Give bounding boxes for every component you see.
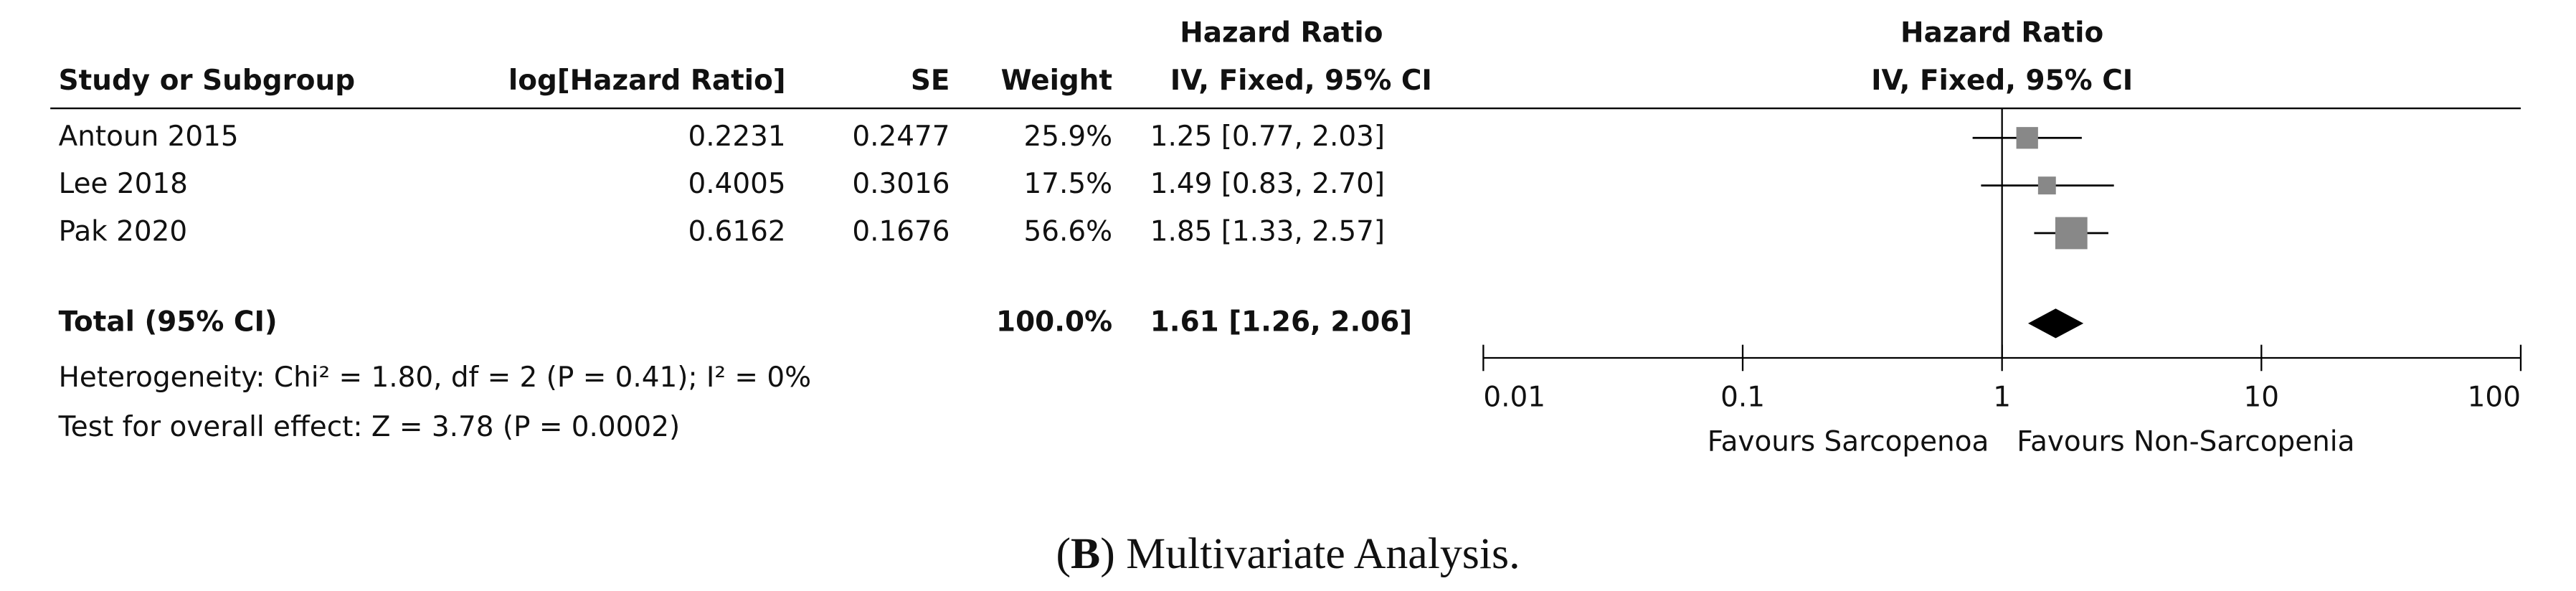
- total-label: Total (95% CI): [59, 306, 278, 338]
- header-method: IV, Fixed, 95% CI: [1170, 65, 1432, 97]
- overall-effect: Test for overall effect: Z = 3.78 (P = 0…: [58, 411, 681, 443]
- weight: 56.6%: [1023, 216, 1112, 248]
- plot-title: Hazard Ratio: [1900, 17, 2103, 49]
- ci-label: 1.85 [1.33, 2.57]: [1150, 216, 1385, 248]
- header-weight: Weight: [1001, 65, 1112, 97]
- study-name: Antoun 2015: [59, 120, 239, 153]
- total-weight: 100.0%: [996, 306, 1112, 338]
- se: 0.3016: [852, 168, 950, 200]
- weight: 17.5%: [1023, 168, 1112, 200]
- caption-part: ) Multivariate Analysis.: [1100, 529, 1520, 578]
- x-tick-label: 1: [1993, 382, 2011, 414]
- header-effect: Hazard Ratio: [1180, 17, 1383, 49]
- effect-square: [2037, 176, 2056, 195]
- se: 0.1676: [852, 216, 950, 248]
- heterogeneity: Heterogeneity: Chi² = 1.80, df = 2 (P = …: [59, 361, 811, 394]
- header-study: Study or Subgroup: [59, 65, 355, 97]
- log-hr: 0.4005: [688, 168, 785, 200]
- study-name: Lee 2018: [59, 168, 188, 200]
- se: 0.2477: [852, 120, 950, 153]
- favours-right: Favours Non-Sarcopenia: [2017, 426, 2354, 458]
- caption: (B) Multivariate Analysis.: [1056, 529, 1520, 578]
- total-ci-label: 1.61 [1.26, 2.06]: [1150, 306, 1412, 338]
- header-se: SE: [911, 65, 950, 97]
- x-tick-label: 100: [2468, 382, 2521, 414]
- total-diamond: [2027, 308, 2084, 339]
- x-tick-label: 0.1: [1720, 382, 1765, 414]
- favours-left: Favours Sarcopenoa: [1708, 426, 1989, 458]
- ci-label: 1.25 [0.77, 2.03]: [1150, 120, 1385, 153]
- caption-part: B: [1071, 529, 1100, 578]
- x-tick-label: 0.01: [1483, 382, 1545, 414]
- effect-square: [2016, 127, 2038, 149]
- header-loghr: log[Hazard Ratio]: [508, 65, 786, 97]
- effect-square: [2055, 217, 2088, 250]
- log-hr: 0.2231: [688, 120, 785, 153]
- plot-method: IV, Fixed, 95% CI: [1871, 65, 2133, 97]
- log-hr: 0.6162: [688, 216, 785, 248]
- caption-part: (: [1056, 529, 1071, 578]
- x-tick-label: 10: [2244, 382, 2280, 414]
- ci-label: 1.49 [0.83, 2.70]: [1150, 168, 1385, 200]
- weight: 25.9%: [1023, 120, 1112, 153]
- study-name: Pak 2020: [59, 216, 187, 248]
